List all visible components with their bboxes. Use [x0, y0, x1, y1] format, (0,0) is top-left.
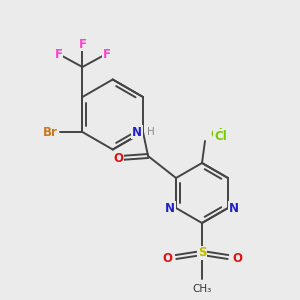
Text: N: N	[229, 202, 239, 214]
Text: F: F	[54, 49, 62, 62]
Text: Cl: Cl	[210, 128, 223, 142]
Text: O: O	[232, 251, 242, 265]
Text: F: F	[78, 38, 86, 50]
Text: O: O	[162, 251, 172, 265]
Text: S: S	[198, 247, 206, 260]
Text: Br: Br	[43, 125, 57, 139]
Text: Cl: Cl	[214, 130, 227, 142]
Text: N: N	[165, 202, 175, 214]
Text: O: O	[113, 152, 123, 164]
Text: CH₃: CH₃	[192, 284, 212, 294]
Text: N: N	[132, 125, 142, 139]
Text: F: F	[102, 49, 110, 62]
Text: H: H	[147, 127, 155, 137]
